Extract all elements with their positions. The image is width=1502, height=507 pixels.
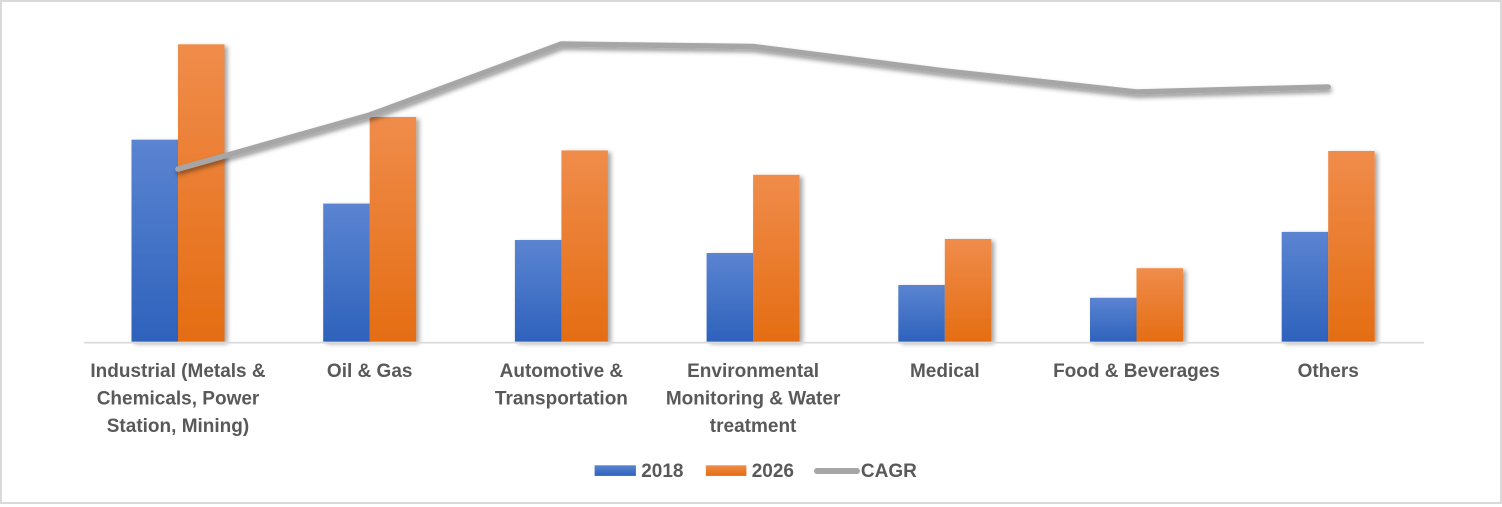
svg-text:Monitoring & Water: Monitoring & Water <box>666 389 841 410</box>
svg-text:2018: 2018 <box>641 461 683 482</box>
svg-text:2026: 2026 <box>752 461 794 482</box>
svg-text:Chemicals, Power: Chemicals, Power <box>97 389 260 410</box>
svg-text:Environmental: Environmental <box>687 361 819 382</box>
svg-text:Food & Beverages: Food & Beverages <box>1053 361 1220 382</box>
svg-text:Station, Mining): Station, Mining) <box>107 416 249 437</box>
svg-text:Others: Others <box>1298 361 1359 382</box>
svg-text:treatment: treatment <box>710 416 797 437</box>
svg-text:Automotive &: Automotive & <box>500 361 624 382</box>
svg-text:Medical: Medical <box>910 361 980 382</box>
svg-text:Oil & Gas: Oil & Gas <box>327 361 413 382</box>
svg-text:CAGR: CAGR <box>861 461 917 482</box>
svg-text:Transportation: Transportation <box>495 389 628 410</box>
svg-text:Industrial (Metals &: Industrial (Metals & <box>90 361 266 382</box>
